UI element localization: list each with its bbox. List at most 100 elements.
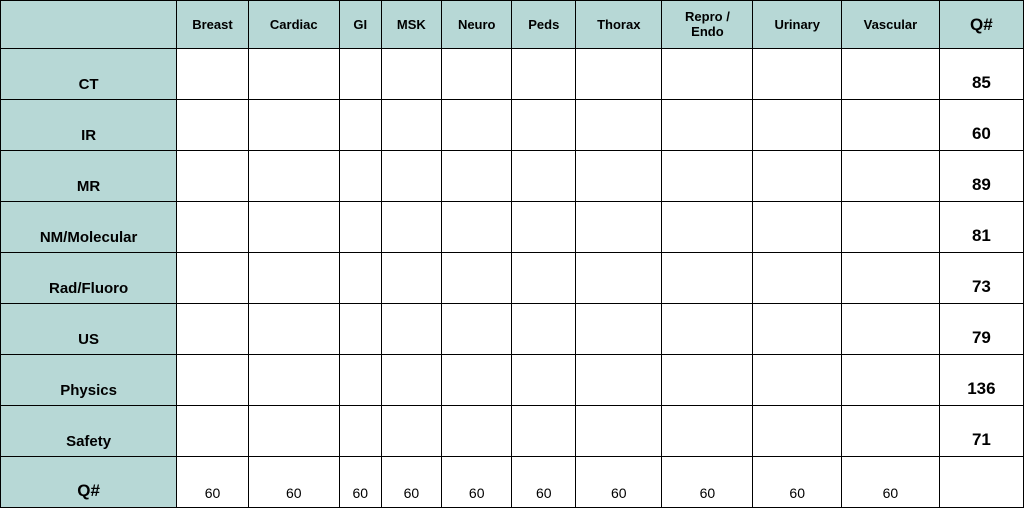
cell — [248, 355, 339, 406]
q-value: 81 — [939, 202, 1023, 253]
row-label: US — [1, 304, 177, 355]
cell — [248, 202, 339, 253]
cell — [381, 253, 441, 304]
cell — [512, 100, 576, 151]
cell — [576, 253, 662, 304]
bottom-value: 60 — [842, 457, 940, 508]
cell — [753, 202, 842, 253]
cell — [177, 100, 249, 151]
table: Breast Cardiac GI MSK Neuro Peds Thorax … — [0, 0, 1024, 508]
cell — [441, 100, 511, 151]
cell — [842, 355, 940, 406]
table-row: Safety 71 — [1, 406, 1024, 457]
col-header: Urinary — [753, 1, 842, 49]
row-label: Safety — [1, 406, 177, 457]
bottom-value: 60 — [441, 457, 511, 508]
row-label: Rad/Fluoro — [1, 253, 177, 304]
col-header: Repro /Endo — [662, 1, 753, 49]
bottom-value: 60 — [662, 457, 753, 508]
cell — [381, 49, 441, 100]
cell — [339, 406, 381, 457]
cell — [753, 304, 842, 355]
q-value: 79 — [939, 304, 1023, 355]
cell — [381, 304, 441, 355]
cell — [576, 100, 662, 151]
cell — [576, 406, 662, 457]
cell — [339, 100, 381, 151]
cell — [842, 253, 940, 304]
cell — [441, 49, 511, 100]
bottom-value: 60 — [339, 457, 381, 508]
cell — [662, 202, 753, 253]
q-col-header: Q# — [939, 1, 1023, 49]
cell — [177, 355, 249, 406]
cell — [662, 49, 753, 100]
cell — [576, 304, 662, 355]
cell — [753, 355, 842, 406]
cell — [512, 151, 576, 202]
table-row: CT 85 — [1, 49, 1024, 100]
cell — [339, 202, 381, 253]
bottom-value: 60 — [381, 457, 441, 508]
table-row: MR 89 — [1, 151, 1024, 202]
cell — [177, 304, 249, 355]
cell — [512, 49, 576, 100]
cell — [339, 304, 381, 355]
table-row: NM/Molecular 81 — [1, 202, 1024, 253]
row-label: CT — [1, 49, 177, 100]
col-header: Thorax — [576, 1, 662, 49]
cell — [512, 202, 576, 253]
cell — [248, 151, 339, 202]
cell — [842, 151, 940, 202]
cell — [441, 355, 511, 406]
cell — [381, 100, 441, 151]
cell — [576, 151, 662, 202]
table-row: IR 60 — [1, 100, 1024, 151]
cell — [441, 202, 511, 253]
col-header: Neuro — [441, 1, 511, 49]
bottom-value: 60 — [576, 457, 662, 508]
cell — [248, 100, 339, 151]
col-header: GI — [339, 1, 381, 49]
cell — [753, 100, 842, 151]
cell — [441, 151, 511, 202]
col-header: Breast — [177, 1, 249, 49]
cell — [842, 406, 940, 457]
cell — [662, 304, 753, 355]
cell — [339, 355, 381, 406]
cell — [177, 151, 249, 202]
header-row: Breast Cardiac GI MSK Neuro Peds Thorax … — [1, 1, 1024, 49]
corner-cell — [1, 1, 177, 49]
cell — [381, 406, 441, 457]
row-label: Physics — [1, 355, 177, 406]
cell — [842, 304, 940, 355]
cell — [512, 355, 576, 406]
cell — [381, 151, 441, 202]
bottom-value: 60 — [177, 457, 249, 508]
cell — [177, 253, 249, 304]
cell — [662, 151, 753, 202]
row-label: IR — [1, 100, 177, 151]
bottom-value: 60 — [248, 457, 339, 508]
cell — [248, 253, 339, 304]
row-label: NM/Molecular — [1, 202, 177, 253]
row-label: MR — [1, 151, 177, 202]
bottom-row: Q# 60 60 60 60 60 60 60 60 60 60 — [1, 457, 1024, 508]
cell — [339, 151, 381, 202]
cell — [753, 151, 842, 202]
cell — [512, 253, 576, 304]
col-header: Peds — [512, 1, 576, 49]
cell — [381, 355, 441, 406]
q-value: 85 — [939, 49, 1023, 100]
cell — [177, 202, 249, 253]
col-header-line2: Endo — [691, 24, 724, 39]
table-row: Rad/Fluoro 73 — [1, 253, 1024, 304]
cell — [576, 49, 662, 100]
cell — [842, 100, 940, 151]
q-value: 89 — [939, 151, 1023, 202]
table-row: Physics 136 — [1, 355, 1024, 406]
cell — [339, 253, 381, 304]
bottom-q-label: Q# — [1, 457, 177, 508]
col-header: MSK — [381, 1, 441, 49]
cell — [248, 406, 339, 457]
